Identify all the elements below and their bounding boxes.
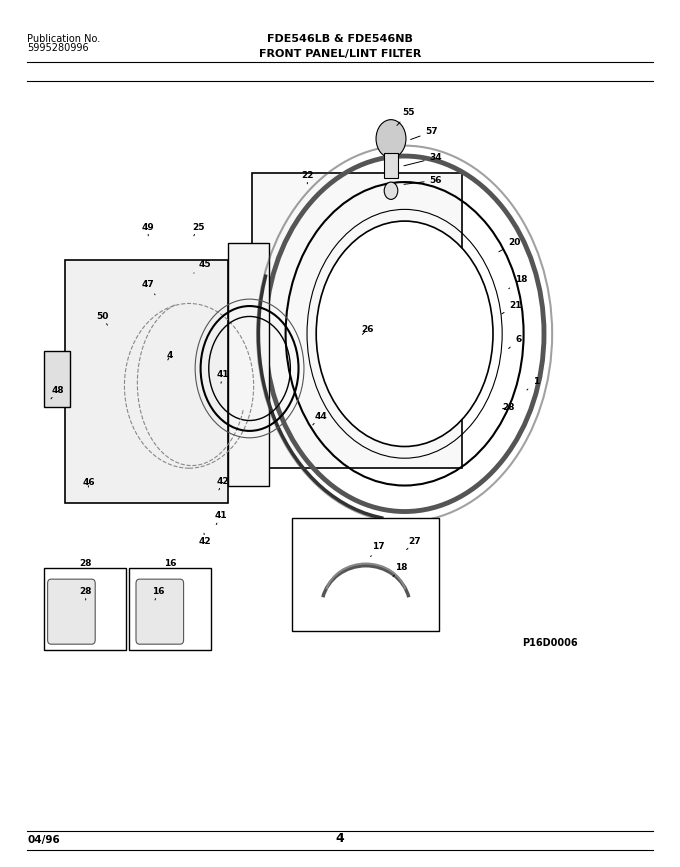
Text: 56: 56 bbox=[404, 176, 442, 185]
Text: 1: 1 bbox=[527, 377, 539, 390]
Text: FDE546LB & FDE546NB: FDE546LB & FDE546NB bbox=[267, 34, 413, 44]
FancyBboxPatch shape bbox=[252, 173, 462, 468]
Text: 28: 28 bbox=[503, 403, 515, 412]
Text: 25: 25 bbox=[192, 223, 205, 236]
Text: 26: 26 bbox=[361, 325, 373, 335]
FancyBboxPatch shape bbox=[129, 568, 211, 650]
Text: 41: 41 bbox=[217, 370, 229, 383]
Text: 42: 42 bbox=[199, 533, 211, 546]
Text: 57: 57 bbox=[411, 127, 438, 140]
Text: 04/96: 04/96 bbox=[27, 835, 60, 845]
Text: 42: 42 bbox=[217, 477, 229, 490]
Text: 44: 44 bbox=[313, 412, 327, 425]
Circle shape bbox=[316, 221, 493, 447]
Text: 4: 4 bbox=[167, 351, 173, 360]
Text: 17: 17 bbox=[371, 542, 385, 557]
FancyBboxPatch shape bbox=[136, 579, 184, 644]
Text: P16D0006: P16D0006 bbox=[522, 638, 578, 649]
Circle shape bbox=[376, 120, 406, 158]
Text: 47: 47 bbox=[142, 280, 155, 295]
Text: 28: 28 bbox=[80, 587, 92, 600]
Text: 5995280996: 5995280996 bbox=[27, 43, 89, 54]
Text: 55: 55 bbox=[397, 108, 415, 126]
FancyBboxPatch shape bbox=[228, 243, 269, 486]
Text: 41: 41 bbox=[215, 512, 227, 525]
Text: 21: 21 bbox=[502, 301, 522, 314]
Text: 16: 16 bbox=[152, 587, 165, 600]
Text: 18: 18 bbox=[509, 275, 527, 289]
Text: 18: 18 bbox=[393, 564, 407, 577]
Text: 4: 4 bbox=[336, 832, 344, 845]
Circle shape bbox=[384, 182, 398, 199]
Text: 22: 22 bbox=[301, 171, 313, 184]
Text: 49: 49 bbox=[142, 223, 154, 236]
FancyBboxPatch shape bbox=[44, 351, 70, 407]
Text: 45: 45 bbox=[194, 260, 211, 273]
Text: 27: 27 bbox=[407, 537, 421, 550]
Text: 20: 20 bbox=[499, 238, 521, 251]
Text: 50: 50 bbox=[96, 312, 108, 325]
Text: Publication No.: Publication No. bbox=[27, 34, 101, 44]
Text: 48: 48 bbox=[51, 386, 64, 399]
Text: 28: 28 bbox=[80, 559, 92, 568]
Text: 34: 34 bbox=[404, 153, 442, 166]
Text: 16: 16 bbox=[164, 559, 176, 568]
FancyBboxPatch shape bbox=[384, 153, 398, 178]
FancyBboxPatch shape bbox=[292, 518, 439, 631]
Text: 6: 6 bbox=[509, 336, 522, 349]
FancyBboxPatch shape bbox=[65, 260, 228, 503]
Text: 46: 46 bbox=[82, 479, 95, 487]
FancyBboxPatch shape bbox=[44, 568, 126, 650]
FancyBboxPatch shape bbox=[48, 579, 95, 644]
Text: FRONT PANEL/LINT FILTER: FRONT PANEL/LINT FILTER bbox=[259, 49, 421, 59]
